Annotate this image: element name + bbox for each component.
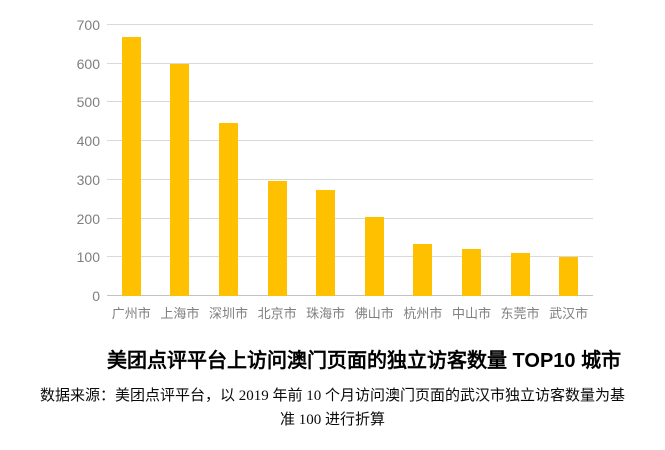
y-tick-label: 700: [76, 17, 100, 33]
chart-title: 美团点评平台上访问澳门页面的独立访客数量 TOP10 城市: [107, 350, 622, 372]
x-tick-label: 北京市: [257, 306, 297, 321]
y-tick-label: 400: [76, 133, 100, 150]
bar: [316, 189, 336, 296]
gridline: [107, 256, 593, 258]
bar-slot: [544, 25, 593, 296]
y-tick-label: 300: [76, 171, 100, 188]
source-note-line-1: 数据来源：美团点评平台，以 2019 年前 10 个月访问澳门页面的武汉市独立访…: [39, 388, 625, 404]
bar: [267, 181, 287, 296]
gridline: [107, 178, 593, 180]
gridline: [107, 62, 593, 64]
bar-slot: [350, 25, 399, 296]
bar-slot: [399, 25, 448, 296]
source-note: 数据来源：美团点评平台，以 2019 年前 10 个月访问澳门页面的武汉市独立访…: [0, 384, 665, 432]
gridline: [107, 217, 593, 219]
bar: [413, 243, 433, 296]
bar-slot: [447, 25, 496, 296]
x-axis-line: [107, 295, 593, 296]
bar: [461, 248, 481, 296]
x-tick-label: 深圳市: [208, 306, 248, 321]
bar-slot: [253, 25, 302, 296]
x-tick-label: 广州市: [111, 306, 151, 321]
bar: [510, 253, 530, 296]
bar: [121, 36, 141, 296]
x-tick-label: 珠海市: [306, 306, 346, 321]
x-tick-label: 东莞市: [500, 306, 540, 321]
x-tick-label: 中山市: [451, 306, 491, 321]
source-note-line-2: 准 100 进行折算: [279, 412, 385, 428]
x-axis-labels: 广州市 上海市 深圳市 北京市 珠海市 佛山市 杭州市 中山市 东莞市 武汉市: [107, 303, 593, 322]
y-tick-label: 500: [76, 94, 100, 111]
y-tick-label: 600: [76, 55, 100, 72]
bar: [559, 257, 579, 296]
x-tick-label: 杭州市: [403, 306, 443, 321]
x-tick-label: 佛山市: [354, 306, 394, 321]
gridline: [107, 24, 593, 25]
x-tick-label: 上海市: [160, 306, 200, 321]
plot-area: [107, 24, 593, 296]
y-axis-labels: 0 100 200 300 400 500 600 700: [0, 18, 100, 303]
bars-container: [107, 25, 593, 296]
bar: [170, 63, 190, 296]
bar-slot: [204, 25, 253, 296]
y-tick-label: 0: [92, 288, 100, 304]
bar-slot: [301, 25, 350, 296]
bar: [218, 122, 238, 296]
bar-slot: [496, 25, 545, 296]
bar-slot: [156, 25, 205, 296]
bar: [364, 216, 384, 296]
y-tick-label: 100: [76, 249, 100, 266]
y-tick-label: 200: [76, 210, 100, 227]
x-tick-label: 武汉市: [549, 306, 589, 321]
bar-slot: [107, 25, 156, 296]
gridline: [107, 101, 593, 103]
gridline: [107, 140, 593, 142]
